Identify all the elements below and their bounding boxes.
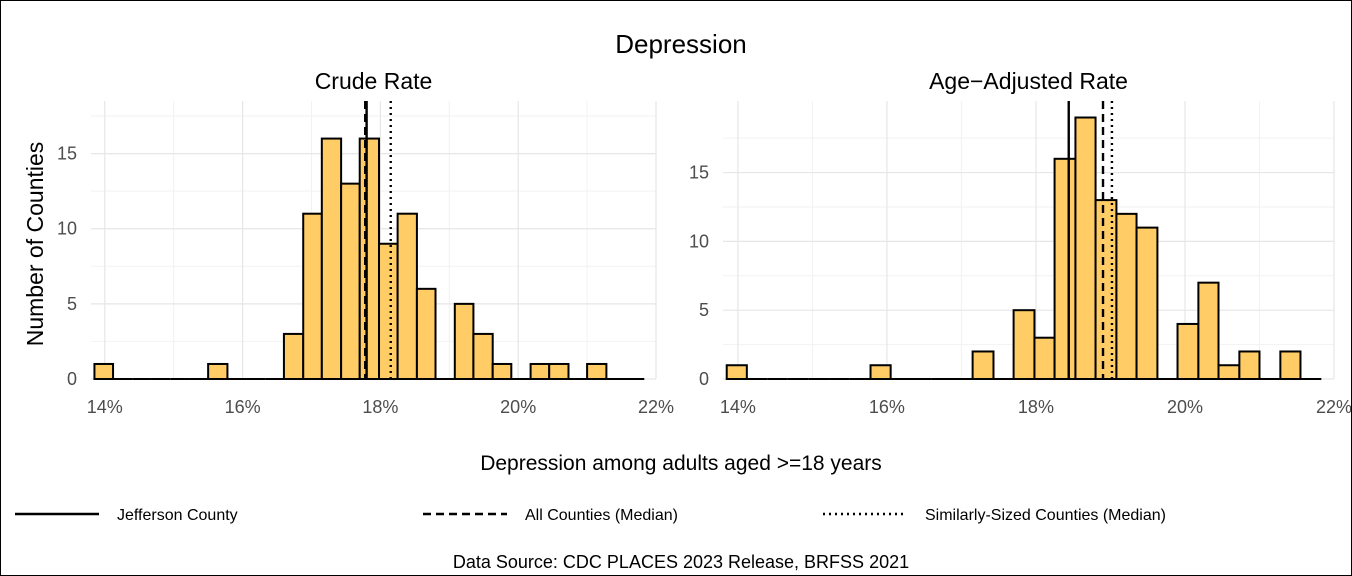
x-tick-label: 22%: [1316, 397, 1351, 417]
histogram-bar: [302, 212, 323, 380]
histogram-bar: [1238, 350, 1261, 381]
histogram-bar: [320, 137, 343, 380]
histogram-bar: [1279, 350, 1302, 381]
histogram-bar: [1135, 226, 1159, 380]
legend-label: Similarly-Sized Counties (Median): [925, 507, 1166, 524]
chart-title: Depression: [615, 29, 747, 59]
histogram-bar: [207, 362, 229, 380]
x-tick-label: 16%: [225, 397, 261, 417]
x-tick-label: 16%: [869, 397, 905, 417]
x-tick-label: 20%: [500, 397, 536, 417]
histogram-bar: [358, 137, 381, 380]
histogram-bar: [1115, 212, 1138, 380]
histogram-bar: [453, 302, 475, 380]
panel-subtitle: Age−Adjusted Rate: [929, 68, 1128, 94]
x-tick-label: 20%: [1167, 397, 1203, 417]
panel-2: Age−Adjusted Rate 14% 16% 18% 20% 22% 0 5 10 15: [689, 68, 1351, 417]
y-tick-label: 0: [67, 369, 77, 389]
histogram-bar: [282, 332, 305, 380]
histogram-bar: [1012, 309, 1036, 380]
x-tick-label: 14%: [720, 397, 756, 417]
legend: Jefferson County All Counties (Median) Sim…: [15, 507, 1166, 524]
histogram-bar: [378, 242, 399, 380]
histogram-bar: [472, 332, 494, 380]
panel-subtitle: Crude Rate: [315, 68, 433, 94]
x-tick-label: 14%: [87, 397, 123, 417]
histogram-bar: [548, 362, 570, 380]
y-axis-label: Number of Counties: [22, 142, 48, 347]
histogram-bar: [491, 362, 513, 380]
histogram-bar: [1176, 322, 1200, 381]
histogram-bar: [1053, 157, 1077, 380]
panel-1: Crude Rate 14% 16% 18% 20% 22% 0 5 10 15: [57, 68, 674, 417]
y-tick-label: 0: [699, 369, 709, 389]
histogram-bar: [1217, 364, 1241, 380]
x-tick-label: 22%: [638, 397, 674, 417]
y-tick-label: 5: [699, 300, 709, 320]
histogram-bar: [971, 350, 995, 381]
y-tick-label: 10: [689, 231, 709, 251]
histogram-bar: [340, 182, 361, 380]
histogram-bar: [1197, 281, 1220, 380]
y-tick-label: 5: [67, 294, 77, 314]
y-tick-label: 10: [57, 219, 77, 239]
data-source-caption: Data Source: CDC PLACES 2023 Release, BR…: [453, 552, 909, 572]
x-tick-label: 18%: [1018, 397, 1054, 417]
histogram-bar: [1033, 336, 1056, 380]
y-tick-label: 15: [689, 163, 709, 183]
histogram-bar: [1094, 199, 1118, 380]
histogram-bar: [586, 362, 608, 380]
histogram-bar: [869, 364, 892, 380]
legend-label: Jefferson County: [117, 507, 238, 524]
histogram-bar: [1074, 116, 1097, 380]
histogram-bar: [415, 287, 437, 380]
histogram-bar: [725, 364, 748, 380]
x-axis-label: Depression among adults aged >=18 years: [480, 452, 882, 475]
y-tick-label: 15: [57, 144, 77, 164]
histogram-bar: [529, 362, 551, 380]
x-tick-label: 18%: [362, 397, 398, 417]
legend-label: All Counties (Median): [525, 507, 678, 524]
histogram-bar: [93, 362, 115, 380]
histogram-bar: [396, 212, 418, 380]
